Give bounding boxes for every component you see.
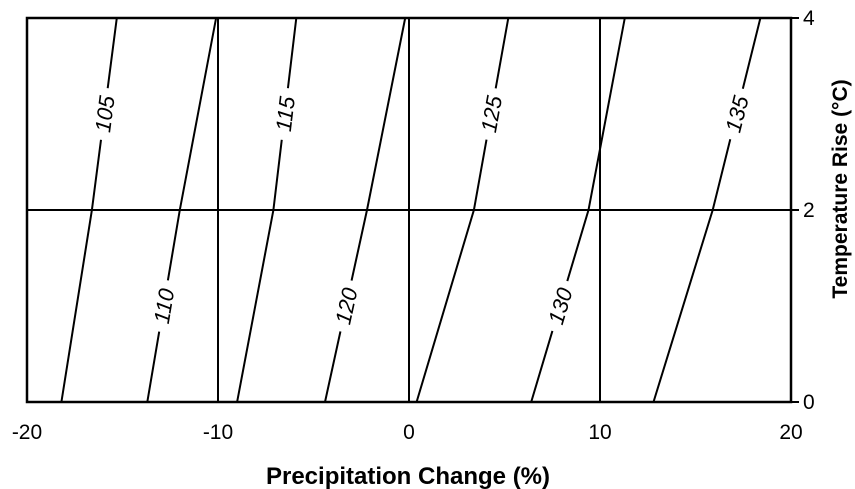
contour-label-115: 115 [271,94,300,133]
x-tick-label: -20 [12,421,42,444]
x-tick-label: 10 [588,421,611,444]
contour-label-110: 110 [149,286,180,326]
y-tick-label: 0 [803,391,815,414]
contour-label-125: 125 [476,93,507,134]
contour-line-115 [236,17,298,403]
contour-label-gap [147,278,180,334]
contour-label-130: 130 [543,284,578,327]
contour-line-120 [324,17,407,403]
contour-label-120: 120 [330,285,362,327]
contour-label-gap [718,85,755,143]
x-tick-label: 0 [403,421,415,444]
contour-line-105 [60,17,118,403]
contour-label-105: 105 [90,94,120,134]
y-tick-label: 2 [803,199,815,222]
x-axis-title: Precipitation Change (%) [266,463,550,489]
x-tick-label: -10 [203,421,233,444]
x-tick-label: 20 [779,421,802,444]
y-axis-title: Temperature Rise (°C) [829,79,852,298]
contour-label-gap [328,278,364,334]
contour-line-130 [530,17,626,403]
contour-label-135: 135 [721,93,754,135]
contour-label-gap [89,86,120,142]
contour-label-gap [540,277,579,335]
y-tick-label: 4 [803,7,815,30]
contour-line-110 [146,17,218,403]
contour-label-layer: 105 110 115 120 125 130 135 [89,85,755,335]
contour-line-125 [415,17,510,403]
contour-label-gap [474,86,508,142]
grid-layer [25,16,793,404]
contour-label-gap [269,86,300,142]
contour-line-135 [652,17,762,403]
contour-layer [60,17,762,403]
